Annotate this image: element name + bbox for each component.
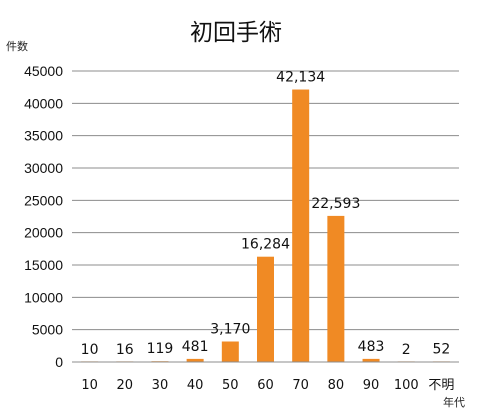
y-tick-label: 40000 [24,95,63,111]
data-label: 22,593 [311,196,360,212]
bar [257,256,274,362]
gridlines [72,70,459,331]
data-label: 481 [182,339,209,355]
y-tick-label: 5000 [32,322,63,338]
y-tick-label: 20000 [24,225,63,241]
bar [221,341,239,362]
x-tick-label: 30 [152,378,169,393]
x-tick-label: 10 [81,378,98,393]
x-tick-label: 90 [363,378,380,393]
data-label: 3,170 [210,322,250,338]
x-tick-label: 不明 [428,378,454,393]
x-tick-label: 50 [222,378,239,393]
data-label: 16,284 [241,237,290,253]
bar [327,215,345,362]
y-tick-label: 30000 [24,160,63,176]
x-tick-label: 80 [328,378,345,393]
data-label: 16 [116,342,134,358]
data-label: 2 [402,342,411,358]
bar [186,358,204,362]
y-axis-label: 件数 [6,40,28,53]
y-axis-ticks: 0 5000 10000 15000 20000 25000 30000 35000 40000… [24,63,63,370]
x-tick-label: 40 [187,378,204,393]
data-label: 119 [147,341,174,357]
y-tick-label: 15000 [24,257,63,273]
data-label: 10 [81,342,99,358]
y-tick-label: 25000 [24,192,63,208]
bars [81,89,450,362]
y-tick-label: 0 [55,354,63,370]
x-tick-label: 60 [257,378,274,393]
bar [362,358,380,362]
x-axis-label: 年代 [443,395,465,409]
x-tick-label: 70 [292,378,309,393]
y-tick-label: 35000 [24,128,63,144]
x-tick-label: 100 [394,378,419,393]
data-label: 52 [432,342,450,358]
x-tick-label: 20 [116,378,133,393]
x-axis-ticks: 10 20 30 40 50 60 70 80 90 100 不明 [81,378,454,393]
y-tick-label: 10000 [24,289,63,305]
bar [292,89,310,362]
y-tick-label: 45000 [24,63,63,79]
data-label: 483 [358,339,385,355]
data-label: 42,134 [276,70,325,86]
chart-title: 初回手術 [190,20,282,46]
